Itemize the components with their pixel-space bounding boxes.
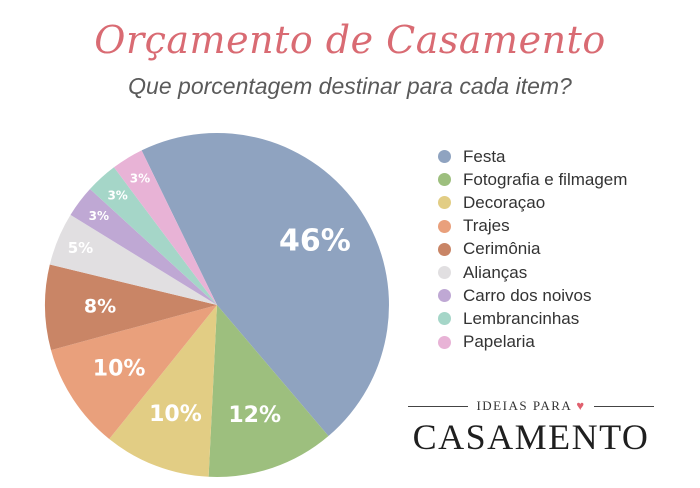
brand-tagline: IDEIAS PARA ♥ [468,398,593,414]
legend-label-3: Trajes [463,216,510,236]
brand-logo: IDEIAS PARA ♥ CASAMENTO [408,398,654,458]
pie-slice-5 [49,214,217,305]
legend-item-5: Alianças [438,261,627,284]
legend-item-8: Papelaria [438,331,627,354]
legend-swatch-1 [438,173,451,187]
legend-item-2: Decoraçao [438,191,627,214]
chart-legend: Festa Fotografia e filmagem Decoraçao Traje… [438,145,627,354]
legend-swatch-0 [438,150,451,164]
pie-slice-label-6: 3% [89,209,109,223]
brand-tagline-text: IDEIAS PARA [476,398,573,413]
heart-icon: ♥ [576,398,586,413]
legend-label-4: Cerimônia [463,239,541,259]
legend-label-7: Lembrancinhas [463,308,580,328]
pie-slice-label-3: 10% [93,357,146,382]
legend-item-0: Festa [438,145,627,168]
pie-slice-8 [113,150,217,305]
pie-slice-6 [70,189,217,305]
brand-tagline-row: IDEIAS PARA ♥ [408,398,654,414]
legend-swatch-8 [438,335,451,349]
legend-label-5: Alianças [463,262,528,282]
legend-item-4: Cerimônia [438,238,627,261]
chart-title: Orçamento de Casamento [94,18,606,62]
pie-slice-label-1: 12% [228,403,281,428]
pie-slice-3 [51,305,217,440]
legend-label-6: Carro dos noivos [463,285,592,305]
brand-name: CASAMENTO [412,417,650,457]
legend-label-1: Fotografia e filmagem [463,169,628,189]
legend-swatch-6 [438,289,451,303]
legend-item-7: Lembrancinhas [438,307,627,330]
legend-label-8: Papelaria [463,332,535,352]
legend-swatch-3 [438,219,451,233]
legend-swatch-2 [438,196,451,210]
legend-label-0: Festa [463,146,506,166]
legend-swatch-7 [438,312,451,326]
legend-item-3: Trajes [438,215,627,238]
pie-slice-2 [109,305,217,477]
legend-swatch-4 [438,242,451,256]
pie-slice-4 [45,264,217,351]
legend-swatch-5 [438,266,451,280]
legend-item-6: Carro dos noivos [438,284,627,307]
pie-slice-label-4: 8% [84,296,116,318]
legend-label-2: Decoraçao [463,192,546,212]
brand-rule-left [408,405,469,407]
chart-subtitle: Que porcentagem destinar para cada item? [128,73,572,99]
pie-slice-1 [208,305,329,477]
pie-slice-label-0: 46% [279,223,351,258]
pie-slice-7 [89,167,217,305]
pie-slice-label-8: 3% [130,172,150,186]
pie-slice-label-7: 3% [107,188,127,202]
legend-item-1: Fotografia e filmagem [438,168,627,191]
brand-rule-right [593,405,654,407]
pie-slice-0 [141,133,389,436]
pie-slice-label-5: 5% [68,239,93,257]
pie-slice-label-2: 10% [149,402,202,427]
